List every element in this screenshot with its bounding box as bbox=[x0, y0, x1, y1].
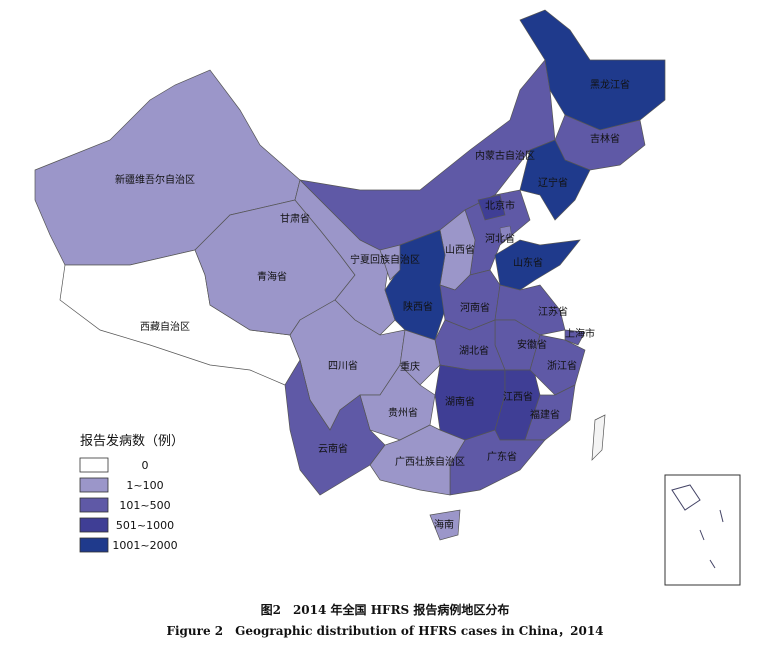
inset-islands bbox=[671, 484, 724, 569]
province-label: 新疆维吾尔自治区 bbox=[115, 173, 195, 186]
labels: 新疆维吾尔自治区 西藏自治区 青海省 甘肃省 内蒙古自治区 黑龙江省 吉林省 辽… bbox=[115, 78, 630, 531]
legend-label: 1001~2000 bbox=[112, 539, 177, 552]
legend-swatch bbox=[79, 537, 109, 553]
legend-label: 501~1000 bbox=[116, 519, 174, 532]
province-label: 北京市 bbox=[485, 199, 515, 212]
province-label: 安徽省 bbox=[517, 338, 547, 351]
province-label: 湖北省 bbox=[459, 344, 489, 357]
legend: 0 1~100 101~500 501~1000 1001~2000 bbox=[79, 457, 178, 553]
legend-swatch bbox=[79, 477, 109, 493]
province bbox=[564, 329, 586, 346]
province bbox=[284, 359, 386, 496]
legend-label: 101~500 bbox=[119, 499, 170, 512]
taiwan bbox=[591, 414, 606, 461]
legend-swatch bbox=[79, 497, 109, 513]
tianjin bbox=[499, 225, 513, 241]
province-label: 青海省 bbox=[257, 270, 287, 283]
province bbox=[477, 194, 506, 221]
inset-frame bbox=[664, 474, 741, 586]
legend-label: 0 bbox=[142, 459, 149, 472]
province-label: 西藏自治区 bbox=[140, 320, 190, 333]
province bbox=[399, 329, 441, 386]
province-label: 云南省 bbox=[318, 442, 348, 455]
province-label: 贵州省 bbox=[388, 406, 418, 419]
province-label: 内蒙古自治区 bbox=[475, 149, 535, 162]
province bbox=[369, 424, 466, 496]
province-label: 四川省 bbox=[328, 359, 358, 372]
legend-title: 报告发病数（例） bbox=[80, 433, 184, 449]
legend-label: 1~100 bbox=[126, 479, 163, 492]
province-label: 黑龙江省 bbox=[590, 78, 630, 91]
caption-zh: 图2 2014 年全国 HFRS 报告病例地区分布 bbox=[261, 602, 510, 617]
province-label: 广西壮族自治区 bbox=[395, 455, 465, 468]
province bbox=[429, 509, 461, 541]
province-label: 海南 bbox=[434, 518, 454, 531]
province-label: 辽宁省 bbox=[538, 176, 568, 189]
province-label: 江西省 bbox=[503, 390, 533, 403]
province-label: 广东省 bbox=[487, 450, 517, 463]
province-label: 浙江省 bbox=[547, 359, 577, 372]
province-label: 河南省 bbox=[460, 301, 490, 314]
regions bbox=[34, 9, 666, 541]
caption-en: Figure 2 Geographic distribution of HFRS… bbox=[166, 624, 603, 638]
province-label: 吉林省 bbox=[590, 132, 620, 145]
province-label: 甘肃省 bbox=[280, 212, 310, 225]
province-label: 陕西省 bbox=[403, 300, 433, 313]
province-label: 湖南省 bbox=[445, 395, 475, 408]
legend-swatch bbox=[79, 517, 109, 533]
province-label: 重庆 bbox=[400, 360, 420, 373]
province-label: 宁夏回族自治区 bbox=[350, 253, 420, 266]
province-label: 福建省 bbox=[530, 408, 560, 421]
province bbox=[519, 139, 591, 221]
province bbox=[379, 244, 401, 281]
province-label: 河北省 bbox=[485, 232, 515, 245]
province-label: 上海市 bbox=[565, 327, 595, 340]
legend-swatch bbox=[79, 457, 109, 473]
province-label: 山西省 bbox=[445, 243, 475, 256]
province bbox=[519, 9, 666, 131]
province-label: 山东省 bbox=[513, 256, 543, 269]
province-label: 江苏省 bbox=[538, 305, 568, 318]
